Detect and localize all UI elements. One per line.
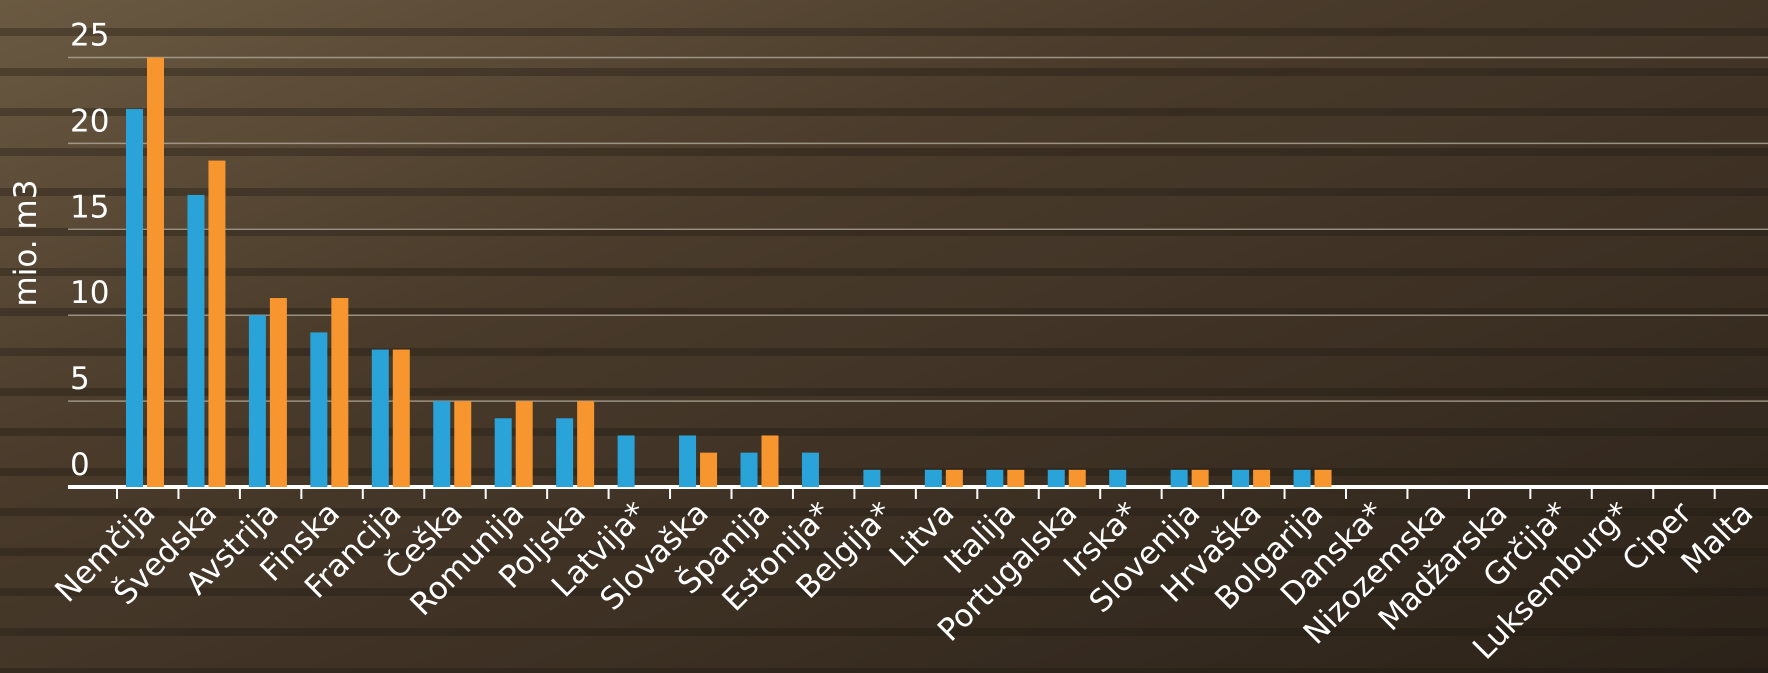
- bar: [1170, 469, 1188, 487]
- bar: [454, 401, 472, 487]
- bar: [126, 109, 143, 487]
- bar: [1191, 469, 1209, 487]
- bar: [700, 452, 718, 487]
- bar: [863, 469, 881, 487]
- y-tick-label: 25: [70, 18, 109, 54]
- bar: [248, 315, 266, 487]
- bar: [617, 435, 635, 487]
- bar: [515, 401, 533, 487]
- y-tick-label: 20: [70, 103, 109, 139]
- bar: [801, 452, 819, 487]
- bar: [1314, 469, 1332, 487]
- y-tick-label: 15: [70, 189, 109, 225]
- bar: [740, 452, 758, 487]
- bar: [371, 349, 389, 487]
- y-tick-label: 0: [70, 447, 90, 483]
- bar: [1109, 469, 1127, 487]
- y-tick-label: 5: [70, 361, 90, 397]
- bar: [1232, 469, 1250, 487]
- bar: [556, 418, 574, 487]
- bar: [1047, 469, 1065, 487]
- bar: [761, 435, 779, 487]
- bar: [147, 57, 164, 487]
- bar: [331, 298, 349, 487]
- bar: [392, 349, 410, 487]
- bar: [433, 401, 451, 487]
- bar: [310, 332, 328, 487]
- bar: [1007, 469, 1025, 487]
- bar: [924, 469, 942, 487]
- bar: [1293, 469, 1311, 487]
- bar: [1253, 469, 1271, 487]
- bar: [269, 298, 287, 487]
- bar: [679, 435, 697, 487]
- bar: [986, 469, 1004, 487]
- bar: [945, 469, 963, 487]
- bar: [187, 194, 205, 487]
- bar: [494, 418, 512, 487]
- y-tick-label: 10: [70, 275, 109, 311]
- bar: [208, 160, 226, 487]
- y-axis-label: mio. m3: [8, 180, 44, 307]
- bar: [1068, 469, 1086, 487]
- bar: [577, 401, 595, 487]
